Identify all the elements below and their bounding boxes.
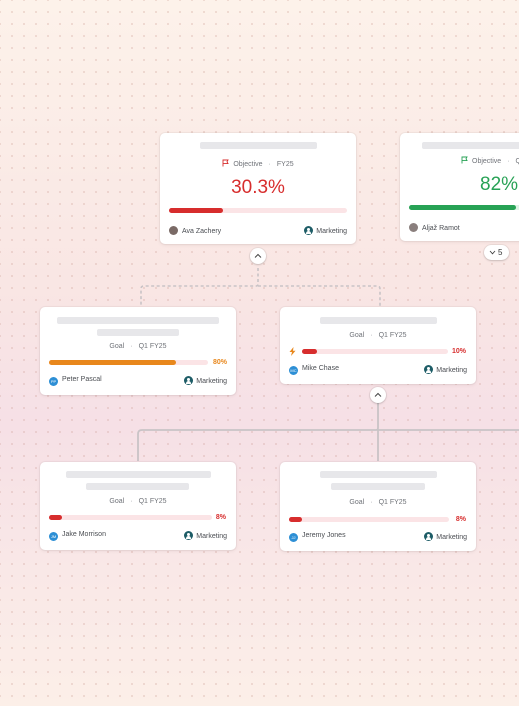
chevron-up-icon	[374, 392, 382, 397]
team-name: Marketing	[436, 367, 467, 374]
owner[interactable]: JM Jake Morrison	[49, 531, 106, 541]
progress-percent: 8%	[215, 514, 226, 521]
team-tag[interactable]: Marketing	[424, 532, 467, 541]
progress-bar	[302, 349, 448, 354]
objective-card[interactable]: Objective · FY25 30.3% Ava Zachery Marketi…	[160, 133, 356, 244]
team-tag[interactable]: Marketing	[184, 531, 227, 540]
objective-progress-value: 82%	[480, 174, 519, 195]
progress-percent: 10%	[451, 348, 466, 355]
type-label: Goal	[349, 332, 365, 339]
period-label: FY25	[276, 161, 294, 168]
objective-meta: Objective·Q1	[461, 156, 519, 165]
chevron-down-icon	[489, 250, 496, 255]
avatar: JM	[49, 532, 58, 541]
team-icon	[184, 531, 194, 540]
type-label: Objective	[233, 161, 263, 168]
owner[interactable]: MC Mike Chase	[289, 365, 339, 375]
progress-bar-fill	[49, 360, 177, 365]
goal-meta: Goal · Q1 FY25	[349, 332, 407, 339]
period-label: Q1 FY25	[138, 498, 167, 505]
team-icon	[424, 365, 434, 374]
avatar: PP	[49, 377, 58, 386]
team-icon	[304, 226, 314, 235]
avatar: MC	[289, 366, 298, 375]
title-placeholder	[66, 471, 211, 478]
period-label: Q1 FY25	[138, 343, 167, 350]
owner-name: Aljaž Ramot	[422, 225, 460, 232]
children-count: 5	[498, 248, 503, 257]
progress-bar	[169, 208, 347, 213]
avatar	[169, 226, 178, 235]
owner-name: Ava Zachery	[182, 228, 222, 235]
goal-card[interactable]: Goal · Q1 FY25 8% JJ Jeremy Jones Marketing	[280, 462, 476, 551]
expand-children-button[interactable]: 5	[484, 245, 510, 260]
avatar: JJ	[289, 533, 298, 542]
dashed-connector	[140, 268, 381, 307]
progress-bar-fill	[289, 517, 302, 522]
progress-bar	[409, 205, 519, 210]
title-placeholder	[422, 142, 519, 149]
owner-name: Jake Morrison	[62, 531, 106, 538]
title-placeholder	[320, 471, 437, 478]
period-label: Q1	[515, 158, 519, 165]
title-placeholder	[320, 317, 437, 324]
title-placeholder	[86, 483, 189, 490]
objective-card[interactable]: Objective·Q1 82% Aljaž Ramot	[400, 133, 519, 241]
owner-name: Peter Pascal	[62, 376, 102, 383]
owner[interactable]: Aljaž Ramot	[409, 223, 460, 232]
goal-meta: Goal · Q1 FY25	[349, 499, 407, 506]
collapse-toggle[interactable]	[370, 387, 386, 403]
progress-bar-fill	[302, 349, 317, 354]
team-icon	[184, 376, 194, 385]
solid-connector	[137, 403, 519, 461]
team-name: Marketing	[316, 228, 347, 235]
objective-meta: Objective · FY25	[160, 159, 356, 168]
type-label: Goal	[109, 343, 125, 350]
type-label: Goal	[349, 499, 365, 506]
progress-percent: 8%	[455, 516, 466, 523]
owner[interactable]: JJ Jeremy Jones	[289, 532, 346, 542]
progress-percent: 80%	[212, 359, 227, 366]
team-tag[interactable]: Marketing	[304, 226, 347, 235]
flag-icon	[222, 159, 230, 167]
owner[interactable]: PP Peter Pascal	[49, 376, 102, 386]
progress-bar	[49, 360, 208, 365]
type-label: Goal	[109, 498, 125, 505]
progress-bar	[49, 515, 212, 520]
title-placeholder	[200, 142, 317, 149]
progress-bar-fill	[409, 205, 517, 210]
goal-card[interactable]: Goal · Q1 FY25 8% JM Jake Morrison Marketin…	[40, 462, 236, 550]
avatar	[409, 223, 418, 232]
goal-card[interactable]: Goal · Q1 FY25 80% PP Peter Pascal Marketin…	[40, 307, 236, 395]
period-label: Q1 FY25	[378, 332, 407, 339]
title-placeholder	[57, 317, 219, 324]
goal-card[interactable]: Goal · Q1 FY25 10% MC Mike Chase Marketing	[280, 307, 476, 384]
type-label: Objective	[472, 158, 502, 165]
period-label: Q1 FY25	[378, 499, 407, 506]
objective-progress-value: 30.3%	[231, 177, 285, 198]
progress-bar	[289, 517, 449, 522]
team-name: Marketing	[196, 533, 227, 540]
progress-bar-fill	[169, 208, 223, 213]
goal-meta: Goal · Q1 FY25	[109, 498, 167, 505]
owner[interactable]: Ava Zachery	[169, 226, 221, 235]
team-tag[interactable]: Marketing	[184, 376, 227, 385]
owner-name: Mike Chase	[302, 365, 339, 372]
goal-meta: Goal · Q1 FY25	[109, 343, 167, 350]
title-placeholder	[97, 329, 179, 336]
team-name: Marketing	[196, 378, 227, 385]
flag-icon	[461, 156, 468, 164]
collapse-toggle[interactable]	[250, 248, 266, 264]
title-placeholder	[331, 483, 425, 490]
chevron-up-icon	[254, 253, 262, 258]
owner-name: Jeremy Jones	[302, 532, 346, 539]
team-icon	[424, 532, 434, 541]
team-tag[interactable]: Marketing	[424, 365, 467, 374]
lightning-icon	[289, 347, 296, 356]
team-name: Marketing	[436, 534, 467, 541]
progress-bar-fill	[49, 515, 63, 520]
